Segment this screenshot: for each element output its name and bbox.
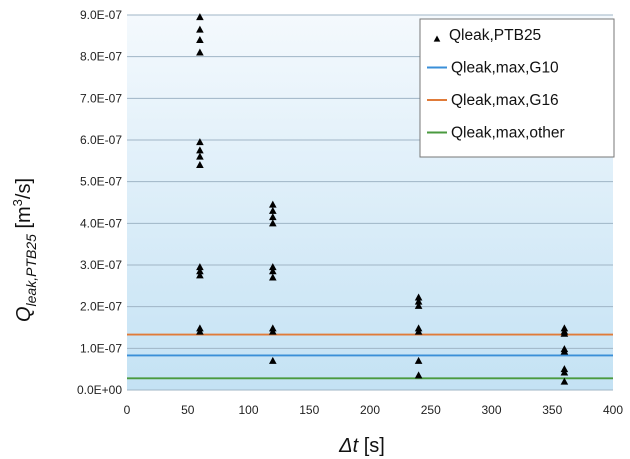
x-tick-label: 0 bbox=[124, 403, 131, 417]
x-axis-ticks: 0 50 100 150 200 250 300 350 400 bbox=[124, 403, 624, 417]
x-tick-label: 400 bbox=[603, 403, 623, 417]
data-point bbox=[196, 267, 204, 275]
y-axis-title-sup: 3 bbox=[10, 199, 25, 206]
x-tick-label: 150 bbox=[299, 403, 319, 417]
x-tick-label: 50 bbox=[181, 403, 195, 417]
data-point bbox=[560, 368, 569, 376]
data-point bbox=[269, 273, 277, 281]
x-tick-label: 350 bbox=[542, 403, 562, 417]
y-tick-label: 6.0E-07 bbox=[80, 133, 122, 147]
data-point bbox=[414, 301, 423, 309]
data-point bbox=[196, 327, 204, 335]
data-point bbox=[269, 213, 277, 221]
data-point bbox=[414, 371, 423, 379]
y-tick-label: 0.0E+00 bbox=[77, 383, 122, 397]
data-point bbox=[269, 263, 277, 271]
data-point bbox=[196, 271, 204, 279]
data-point bbox=[196, 25, 204, 33]
x-axis-title-rest: [s] bbox=[358, 435, 385, 457]
data-point bbox=[269, 356, 277, 364]
data-point bbox=[196, 36, 204, 43]
x-tick-label: 300 bbox=[481, 403, 501, 417]
x-tick-label: 200 bbox=[360, 403, 380, 417]
data-point bbox=[269, 206, 277, 214]
data-point bbox=[196, 146, 204, 154]
y-tick-label: 8.0E-07 bbox=[80, 50, 122, 64]
legend-label: Qleak,max,G10 bbox=[451, 60, 559, 77]
data-point bbox=[196, 161, 204, 168]
data-point bbox=[414, 297, 423, 305]
legend-label: Qleak,PTB25 bbox=[449, 27, 541, 44]
legend-label: Qleak,max,G16 bbox=[451, 92, 559, 109]
y-tick-label: 3.0E-07 bbox=[80, 258, 122, 272]
y-axis-title-rest: [m bbox=[13, 206, 35, 234]
legend-marker bbox=[433, 35, 441, 42]
threshold-lines bbox=[127, 333, 613, 380]
data-point bbox=[196, 152, 204, 160]
data-point bbox=[196, 13, 204, 21]
data-point bbox=[269, 219, 277, 227]
x-axis-title: Δt [s] bbox=[338, 435, 385, 457]
data-point bbox=[414, 356, 423, 364]
data-point bbox=[560, 377, 569, 385]
data-point bbox=[560, 329, 569, 337]
y-axis-ticks: 0.0E+00 1.0E-07 2.0E-07 3.0E-07 4.0E-07 5.0E-… bbox=[77, 8, 122, 397]
y-tick-label: 9.0E-07 bbox=[80, 8, 122, 22]
x-axis-title-italic: Δt bbox=[338, 435, 359, 457]
legend-label: Qleak,max,other bbox=[451, 125, 565, 142]
y-axis-title-main: Q bbox=[13, 306, 35, 322]
y-axis-title: Qleak,PTB25 [m3/s] bbox=[10, 178, 39, 322]
y-tick-label: 7.0E-07 bbox=[80, 91, 122, 105]
y-axis-title-sub: leak,PTB25 bbox=[23, 234, 39, 307]
y-tick-label: 2.0E-07 bbox=[80, 300, 122, 314]
data-point bbox=[196, 263, 204, 271]
y-axis-title-end: /s] bbox=[13, 178, 35, 199]
x-tick-label: 100 bbox=[238, 403, 258, 417]
data-point bbox=[269, 327, 277, 335]
y-tick-label: 5.0E-07 bbox=[80, 175, 122, 189]
legend-box bbox=[419, 18, 615, 158]
data-points bbox=[196, 13, 569, 385]
data-point bbox=[414, 293, 423, 301]
data-point bbox=[560, 347, 569, 355]
y-tick-label: 4.0E-07 bbox=[80, 216, 122, 230]
y-tick-label: 1.0E-07 bbox=[80, 341, 122, 355]
legend: Qleak,PTB25 Qleak,max,G10 Qleak,max,G16 Qle… bbox=[419, 18, 615, 158]
data-point bbox=[269, 267, 277, 275]
data-point bbox=[269, 200, 277, 208]
data-point bbox=[414, 327, 423, 335]
x-tick-label: 250 bbox=[421, 403, 441, 417]
data-point bbox=[196, 138, 204, 146]
data-point bbox=[196, 48, 204, 56]
